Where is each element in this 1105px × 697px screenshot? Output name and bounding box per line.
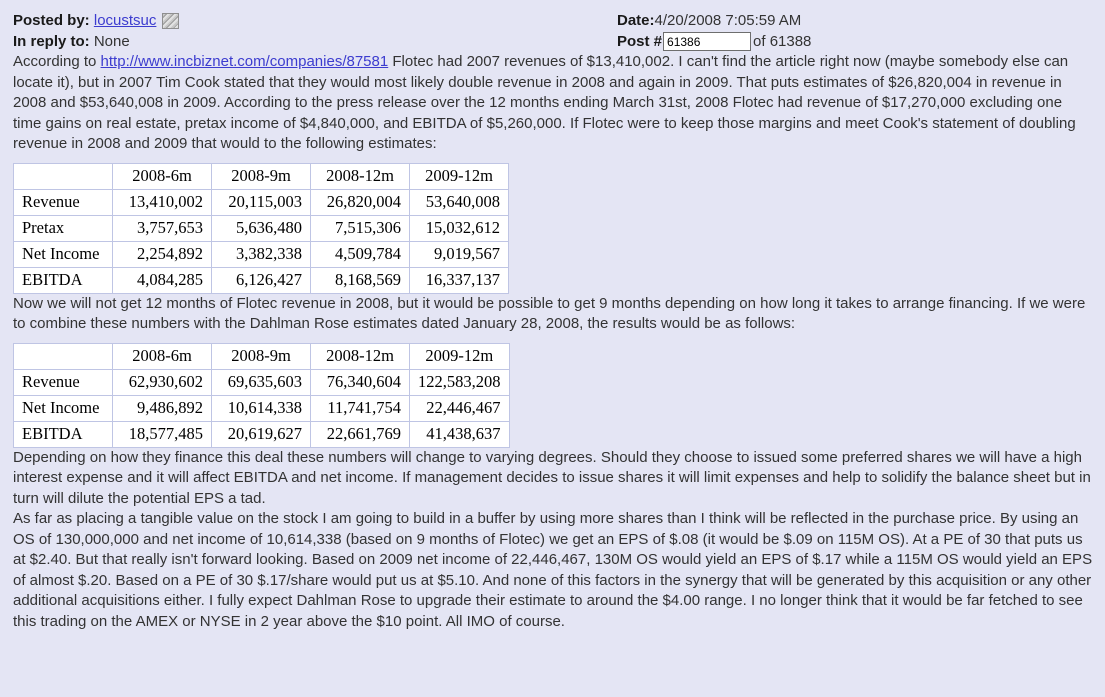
row-label: Net Income: [13, 394, 113, 422]
table-row: Net Income 2,254,892 3,382,338 4,509,784…: [13, 240, 509, 268]
row-label: Pretax: [13, 214, 113, 242]
post-number-row: Post # of 61388: [617, 31, 1093, 52]
paragraph-intro-start: According to: [13, 53, 101, 70]
cell-value: 41,438,637: [409, 420, 510, 448]
cell-value: 22,446,467: [409, 394, 510, 422]
column-header: 2009-12m: [409, 162, 509, 190]
cell-value: 8,168,569: [310, 266, 410, 294]
cell-value: 22,661,769: [310, 420, 410, 448]
column-header: 2008-6m: [112, 342, 212, 370]
date-label: Date:: [617, 12, 655, 29]
posted-by-link[interactable]: locustsuc: [93, 12, 157, 29]
column-header: 2008-9m: [211, 162, 311, 190]
table-header-row: 2008-6m 2008-9m 2008-12m 2009-12m: [13, 162, 509, 190]
post-header-left: Posted by: locustsuc In reply to: None: [13, 10, 617, 52]
cell-value: 2,254,892: [112, 240, 212, 268]
cell-value: 13,410,002: [112, 188, 212, 216]
column-header: 2008-12m: [310, 162, 410, 190]
table-row: Net Income 9,486,892 10,614,338 11,741,7…: [13, 394, 510, 422]
in-reply-row: In reply to: None: [13, 31, 617, 52]
row-label: EBITDA: [13, 420, 113, 448]
paragraph-valuation: As far as placing a tangible value on th…: [13, 510, 1093, 630]
date-row: Date: 4/20/2008 7:05:59 AM: [617, 10, 1093, 31]
cell-value: 26,820,004: [310, 188, 410, 216]
cell-value: 11,741,754: [310, 394, 410, 422]
cell-value: 7,515,306: [310, 214, 410, 242]
column-header: 2008-9m: [211, 342, 311, 370]
column-header: 2008-12m: [310, 342, 410, 370]
cell-value: 69,635,603: [211, 368, 311, 396]
row-label: Net Income: [13, 240, 113, 268]
date-value: 4/20/2008 7:05:59 AM: [654, 12, 802, 29]
table-row: EBITDA 4,084,285 6,126,427 8,168,569 16,…: [13, 266, 509, 294]
post-header-right: Date: 4/20/2008 7:05:59 AM Post # of 613…: [617, 10, 1093, 52]
column-header: 2008-6m: [112, 162, 212, 190]
cell-value: 3,382,338: [211, 240, 311, 268]
table-row: Pretax 3,757,653 5,636,480 7,515,306 15,…: [13, 214, 509, 242]
table-row: Revenue 13,410,002 20,115,003 26,820,004…: [13, 188, 509, 216]
table-row: Revenue 62,930,602 69,635,603 76,340,604…: [13, 368, 510, 396]
cell-value: 9,019,567: [409, 240, 509, 268]
combined-estimates-table: 2008-6m 2008-9m 2008-12m 2009-12m Revenu…: [13, 342, 510, 448]
cell-value: 3,757,653: [112, 214, 212, 242]
incbiznet-link[interactable]: http://www.incbiznet.com/companies/87581: [100, 53, 389, 70]
cell-value: 20,115,003: [211, 188, 311, 216]
post-number-input[interactable]: [663, 32, 752, 51]
table-header-row: 2008-6m 2008-9m 2008-12m 2009-12m: [13, 342, 510, 370]
post-body: According to http://www.incbiznet.com/co…: [13, 52, 1093, 632]
cell-value: 53,640,008: [409, 188, 509, 216]
cell-value: 15,032,612: [409, 214, 509, 242]
paragraph-intro-rest: Flotec had 2007 revenues of $13,410,002.…: [13, 53, 1076, 152]
post-number-label: Post #: [617, 33, 663, 50]
cell-value: 122,583,208: [409, 368, 510, 396]
paragraph-financing: Depending on how they finance this deal …: [13, 448, 1091, 507]
cell-value: 62,930,602: [112, 368, 212, 396]
in-reply-label: In reply to:: [13, 33, 90, 50]
corner-cell: [13, 162, 113, 190]
paragraph-intro: According to http://www.incbiznet.com/co…: [13, 52, 1093, 155]
row-label: Revenue: [13, 368, 113, 396]
cell-value: 76,340,604: [310, 368, 410, 396]
table-row: EBITDA 18,577,485 20,619,627 22,661,769 …: [13, 420, 510, 448]
cell-value: 10,614,338: [211, 394, 311, 422]
paragraph-combine: Now we will not get 12 months of Flotec …: [13, 294, 1086, 333]
posted-by-label: Posted by:: [13, 12, 90, 29]
cell-value: 4,509,784: [310, 240, 410, 268]
corner-cell: [13, 342, 113, 370]
flotec-estimates-table: 2008-6m 2008-9m 2008-12m 2009-12m Revenu…: [13, 162, 509, 294]
cell-value: 4,084,285: [112, 266, 212, 294]
cell-value: 20,619,627: [211, 420, 311, 448]
cell-value: 18,577,485: [112, 420, 212, 448]
post-of-text: of 61388: [753, 33, 812, 50]
column-header: 2009-12m: [409, 342, 510, 370]
cell-value: 9,486,892: [112, 394, 212, 422]
in-reply-value: None: [93, 33, 130, 50]
cell-value: 5,636,480: [211, 214, 311, 242]
row-label: Revenue: [13, 188, 113, 216]
row-label: EBITDA: [13, 266, 113, 294]
mail-icon[interactable]: [162, 12, 180, 29]
cell-value: 16,337,137: [409, 266, 509, 294]
cell-value: 6,126,427: [211, 266, 311, 294]
posted-by-row: Posted by: locustsuc: [13, 10, 617, 31]
post-header: Posted by: locustsuc In reply to: None D…: [13, 10, 1093, 52]
